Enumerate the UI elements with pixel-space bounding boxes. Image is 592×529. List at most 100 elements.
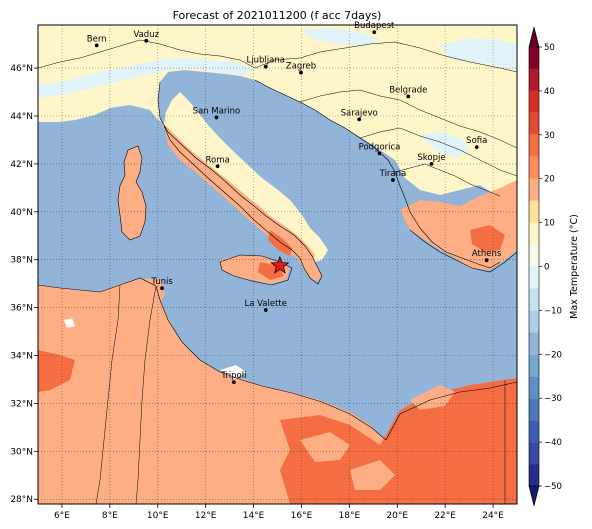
sardinia-corsica-warm: [118, 146, 146, 240]
colorbar-label: Max Temperature (°C): [569, 214, 580, 319]
colorbar-band: [529, 420, 539, 443]
lon-tick-label: 6°E: [54, 511, 70, 521]
north-africa-coastline: [38, 277, 517, 441]
italy-coastline: [157, 81, 323, 285]
tunisia-warm: [130, 278, 165, 305]
lon-tick-label: 8°E: [102, 511, 118, 521]
city-dot: [299, 70, 303, 75]
northern-land-region: [38, 25, 517, 262]
lat-tick-label: 42°N: [10, 160, 33, 170]
city-dot: [372, 30, 377, 35]
lat-tick-label: 36°N: [10, 304, 33, 314]
city-label: Roma: [206, 155, 230, 165]
longitude-axis: 6°E 8°E 10°E 12°E 14°E 16°E 18°E 20°E 22°E 24°E: [54, 504, 504, 521]
lon-tick-label: 24°E: [482, 511, 504, 521]
border-alps: [38, 39, 256, 69]
city-dot: [357, 117, 362, 122]
colorbar-tick-label: 40: [544, 87, 555, 97]
colorbar-band: [529, 266, 539, 289]
border-north-africa-2: [135, 285, 157, 504]
colorbar: 50 40 30 20 10 0 −10 −20 −30 −40 −50 Max Temperatu…: [528, 26, 580, 507]
colorbar-tick-label: −20: [544, 350, 562, 360]
colorbar-tick-label: 0: [544, 263, 549, 273]
lat-tick-label: 44°N: [10, 112, 33, 122]
colorbar-ticks: 50 40 30 20 10 0 −10 −20 −30 −40 −50: [539, 43, 562, 492]
city-label: Belgrade: [389, 85, 427, 95]
lon-tick-label: 20°E: [386, 511, 408, 521]
city-dot: [160, 286, 164, 291]
lat-tick-label: 40°N: [10, 208, 33, 218]
border-balkans-4: [394, 163, 501, 197]
hot-area-italy: [268, 230, 292, 256]
cool-patch-libya-3: [350, 460, 395, 490]
cool-patch-libya-1: [300, 432, 350, 462]
city-dot: [263, 308, 268, 312]
colorbar-band: [529, 354, 539, 377]
colorbar-tick-label: −50: [544, 482, 562, 492]
city-label: Podgorica: [359, 142, 401, 152]
colorbar-under-arrow: [528, 485, 540, 507]
lat-tick-label: 30°N: [10, 447, 33, 457]
city-dot: [263, 64, 268, 69]
lat-tick-label: 34°N: [10, 352, 33, 362]
lat-tick-label: 32°N: [10, 399, 33, 409]
cold-area-dinaric: [300, 28, 380, 46]
cold-area-north: [440, 38, 517, 70]
border-balkans-1: [254, 41, 517, 73]
city-label: La Valette: [245, 299, 288, 309]
map-frame: [37, 24, 518, 505]
city-label: Athens: [472, 249, 502, 259]
city-label: Bern: [87, 34, 107, 44]
colorbar-tick-label: 10: [544, 219, 555, 229]
city-label: Tunis: [150, 277, 173, 287]
white-patch-libya: [220, 365, 246, 379]
lon-tick-label: 18°E: [339, 511, 361, 521]
city-dot: [232, 380, 236, 384]
city-dot: [144, 38, 149, 43]
city-label: Sofia: [466, 136, 487, 146]
colorbar-band: [529, 332, 539, 355]
event-marker: [270, 255, 290, 274]
city-dot: [214, 115, 219, 120]
colorbar-band: [529, 200, 539, 223]
colorbar-tick-label: 50: [544, 43, 555, 53]
colorbar-band: [529, 244, 539, 267]
city-label: Skopje: [417, 153, 445, 163]
colorbar-band: [529, 222, 539, 245]
greece-coastline: [409, 229, 517, 273]
colorbar-band: [529, 464, 539, 486]
colorbar-band: [529, 47, 539, 69]
sicily-coastline: [219, 254, 293, 286]
latitude-axis: 28°N 30°N 32°N 34°N 36°N 38°N 40°N 42°N 44°N 46°N: [10, 64, 38, 505]
sardinia-coastline: [117, 145, 147, 241]
city-dot: [474, 145, 479, 150]
city-dot: [391, 178, 395, 182]
city-dot: [94, 43, 99, 48]
figure-title: Forecast of 2021011200 (f acc 7days): [173, 9, 382, 22]
colorbar-over-arrow: [528, 26, 540, 48]
colorbar-tick-label: 20: [544, 175, 555, 185]
colorbar-band: [529, 288, 539, 311]
city-dot: [215, 164, 220, 169]
colorbar-band: [529, 398, 539, 421]
colorbar-band: [529, 442, 539, 465]
colorbar-band: [529, 376, 539, 399]
colorbar-tick-label: −30: [544, 394, 562, 404]
colorbar-band: [529, 68, 539, 91]
lat-tick-label: 46°N: [10, 64, 33, 74]
city-dot: [429, 162, 434, 166]
city-label: Tripoli: [220, 371, 246, 381]
star-marker: [270, 255, 290, 274]
city-dot: [377, 151, 382, 156]
italy-coast-warm: [164, 124, 315, 262]
lat-tick-label: 28°N: [10, 495, 33, 505]
city-label: San Marino: [193, 106, 241, 116]
hot-area-greece: [470, 225, 505, 252]
lon-tick-label: 14°E: [243, 511, 265, 521]
colorbar-bands: [529, 47, 539, 486]
colorbar-band: [529, 134, 539, 157]
graticule-grid: [38, 25, 517, 504]
city-label: Ljubljana: [247, 56, 285, 66]
